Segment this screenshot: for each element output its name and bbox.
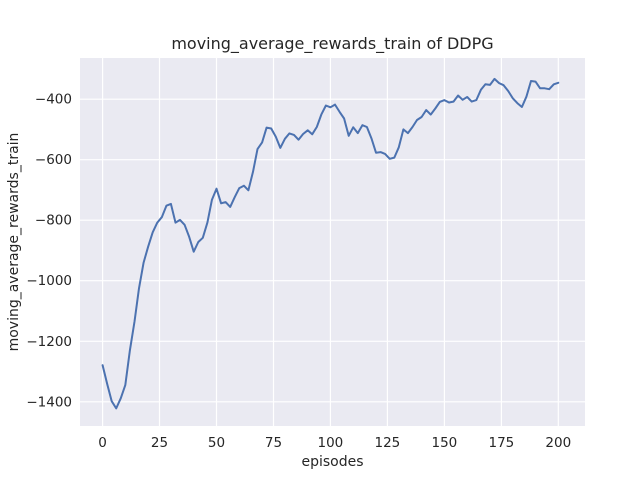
y-tick-label: −400 — [35, 92, 72, 108]
plot-area — [80, 58, 585, 426]
x-tick-label: 125 — [375, 435, 401, 451]
x-axis-label: episodes — [301, 454, 363, 470]
y-axis-label: moving_average_rewards_train — [6, 133, 22, 352]
x-tick-label: 100 — [318, 435, 344, 451]
y-tick-label: −600 — [35, 152, 72, 168]
x-tick-label: 150 — [432, 435, 458, 451]
x-tick-label: 0 — [98, 435, 107, 451]
x-tick-label: 25 — [151, 435, 168, 451]
chart-title: moving_average_rewards_train of DDPG — [171, 34, 493, 54]
reward-line — [101, 77, 560, 410]
x-tick-label: 75 — [265, 435, 282, 451]
y-tick-label: −1200 — [26, 334, 72, 350]
y-tick-label: −1000 — [26, 273, 72, 289]
y-tick-label: −1400 — [26, 394, 72, 410]
x-tick-label: 200 — [545, 435, 571, 451]
x-tick-label: 175 — [489, 435, 515, 451]
y-tick-label: −800 — [35, 213, 72, 229]
x-tick-label: 50 — [208, 435, 225, 451]
